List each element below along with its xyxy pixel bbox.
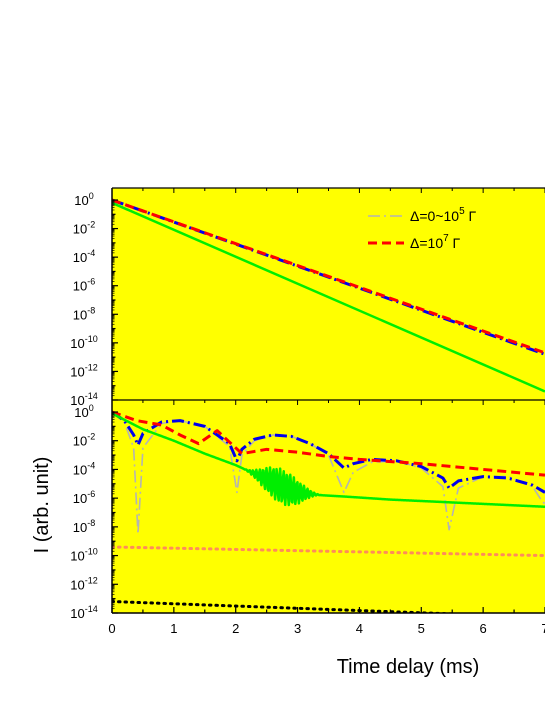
x-tick-label: 7 <box>541 621 545 636</box>
y-tick-label-top: 10-6 <box>73 277 95 294</box>
x-tick-label: 0 <box>108 621 115 636</box>
bottom-panel <box>112 400 545 613</box>
fill-area-bottom <box>112 400 545 613</box>
series-red-dash-top <box>112 198 545 355</box>
series-green-solid-bottom <box>112 412 545 509</box>
x-tick-label: 3 <box>294 621 301 636</box>
series-black-dotted-bottom <box>112 600 469 613</box>
y-tick-label-top: 100 <box>74 191 93 208</box>
y-tick-label-top: 10-4 <box>73 248 95 265</box>
y-tick-label-bottom: 10-4 <box>73 460 95 477</box>
series-orange-dotted-bottom <box>112 545 545 558</box>
x-tick-label: 5 <box>418 621 425 636</box>
top-panel <box>112 188 545 400</box>
x-tick-label: 2 <box>232 621 239 636</box>
y-tick-label-bottom: 100 <box>74 403 93 420</box>
legend-label-red-dash: Δ=107 Γ <box>410 233 461 251</box>
y-tick-label-bottom: 10-10 <box>70 547 97 564</box>
series-red-dash-bottom <box>112 410 545 477</box>
x-tick-label: 4 <box>356 621 363 636</box>
x-axis-label: Time delay (ms) <box>337 656 480 678</box>
series-gray-dashdot-bottom <box>112 411 545 535</box>
y-tick-label-top: 10-14 <box>70 391 97 408</box>
y-tick-label-top: 10-10 <box>70 334 97 351</box>
y-tick-label-top: 10-8 <box>73 305 95 322</box>
legend: Δ=0~105 Γ Δ=107 Γ <box>368 206 477 251</box>
fill-area-top <box>112 188 545 400</box>
x-tick-label: 1 <box>170 621 177 636</box>
series-green-solid-top <box>112 201 545 393</box>
y-tick-label-top: 10-2 <box>73 220 95 237</box>
legend-label-gray-dashdot: Δ=0~105 Γ <box>410 206 477 224</box>
x-tick-label: 6 <box>480 621 487 636</box>
y-tick-label-bottom: 10-12 <box>70 575 97 592</box>
y-tick-label-bottom: 10-8 <box>73 518 95 535</box>
y-tick-label-bottom: 10-14 <box>70 604 97 621</box>
y-tick-label-top: 10-12 <box>70 362 97 379</box>
y-tick-label-bottom: 10-2 <box>73 432 95 449</box>
y-axis-label: I (arb. unit) <box>31 457 53 554</box>
series-blue-dashdot-bottom <box>112 410 545 494</box>
y-tick-label-bottom: 10-6 <box>73 489 95 506</box>
axes-frame: 10010-210-410-610-810-1010-1210-1410010-… <box>70 187 545 636</box>
